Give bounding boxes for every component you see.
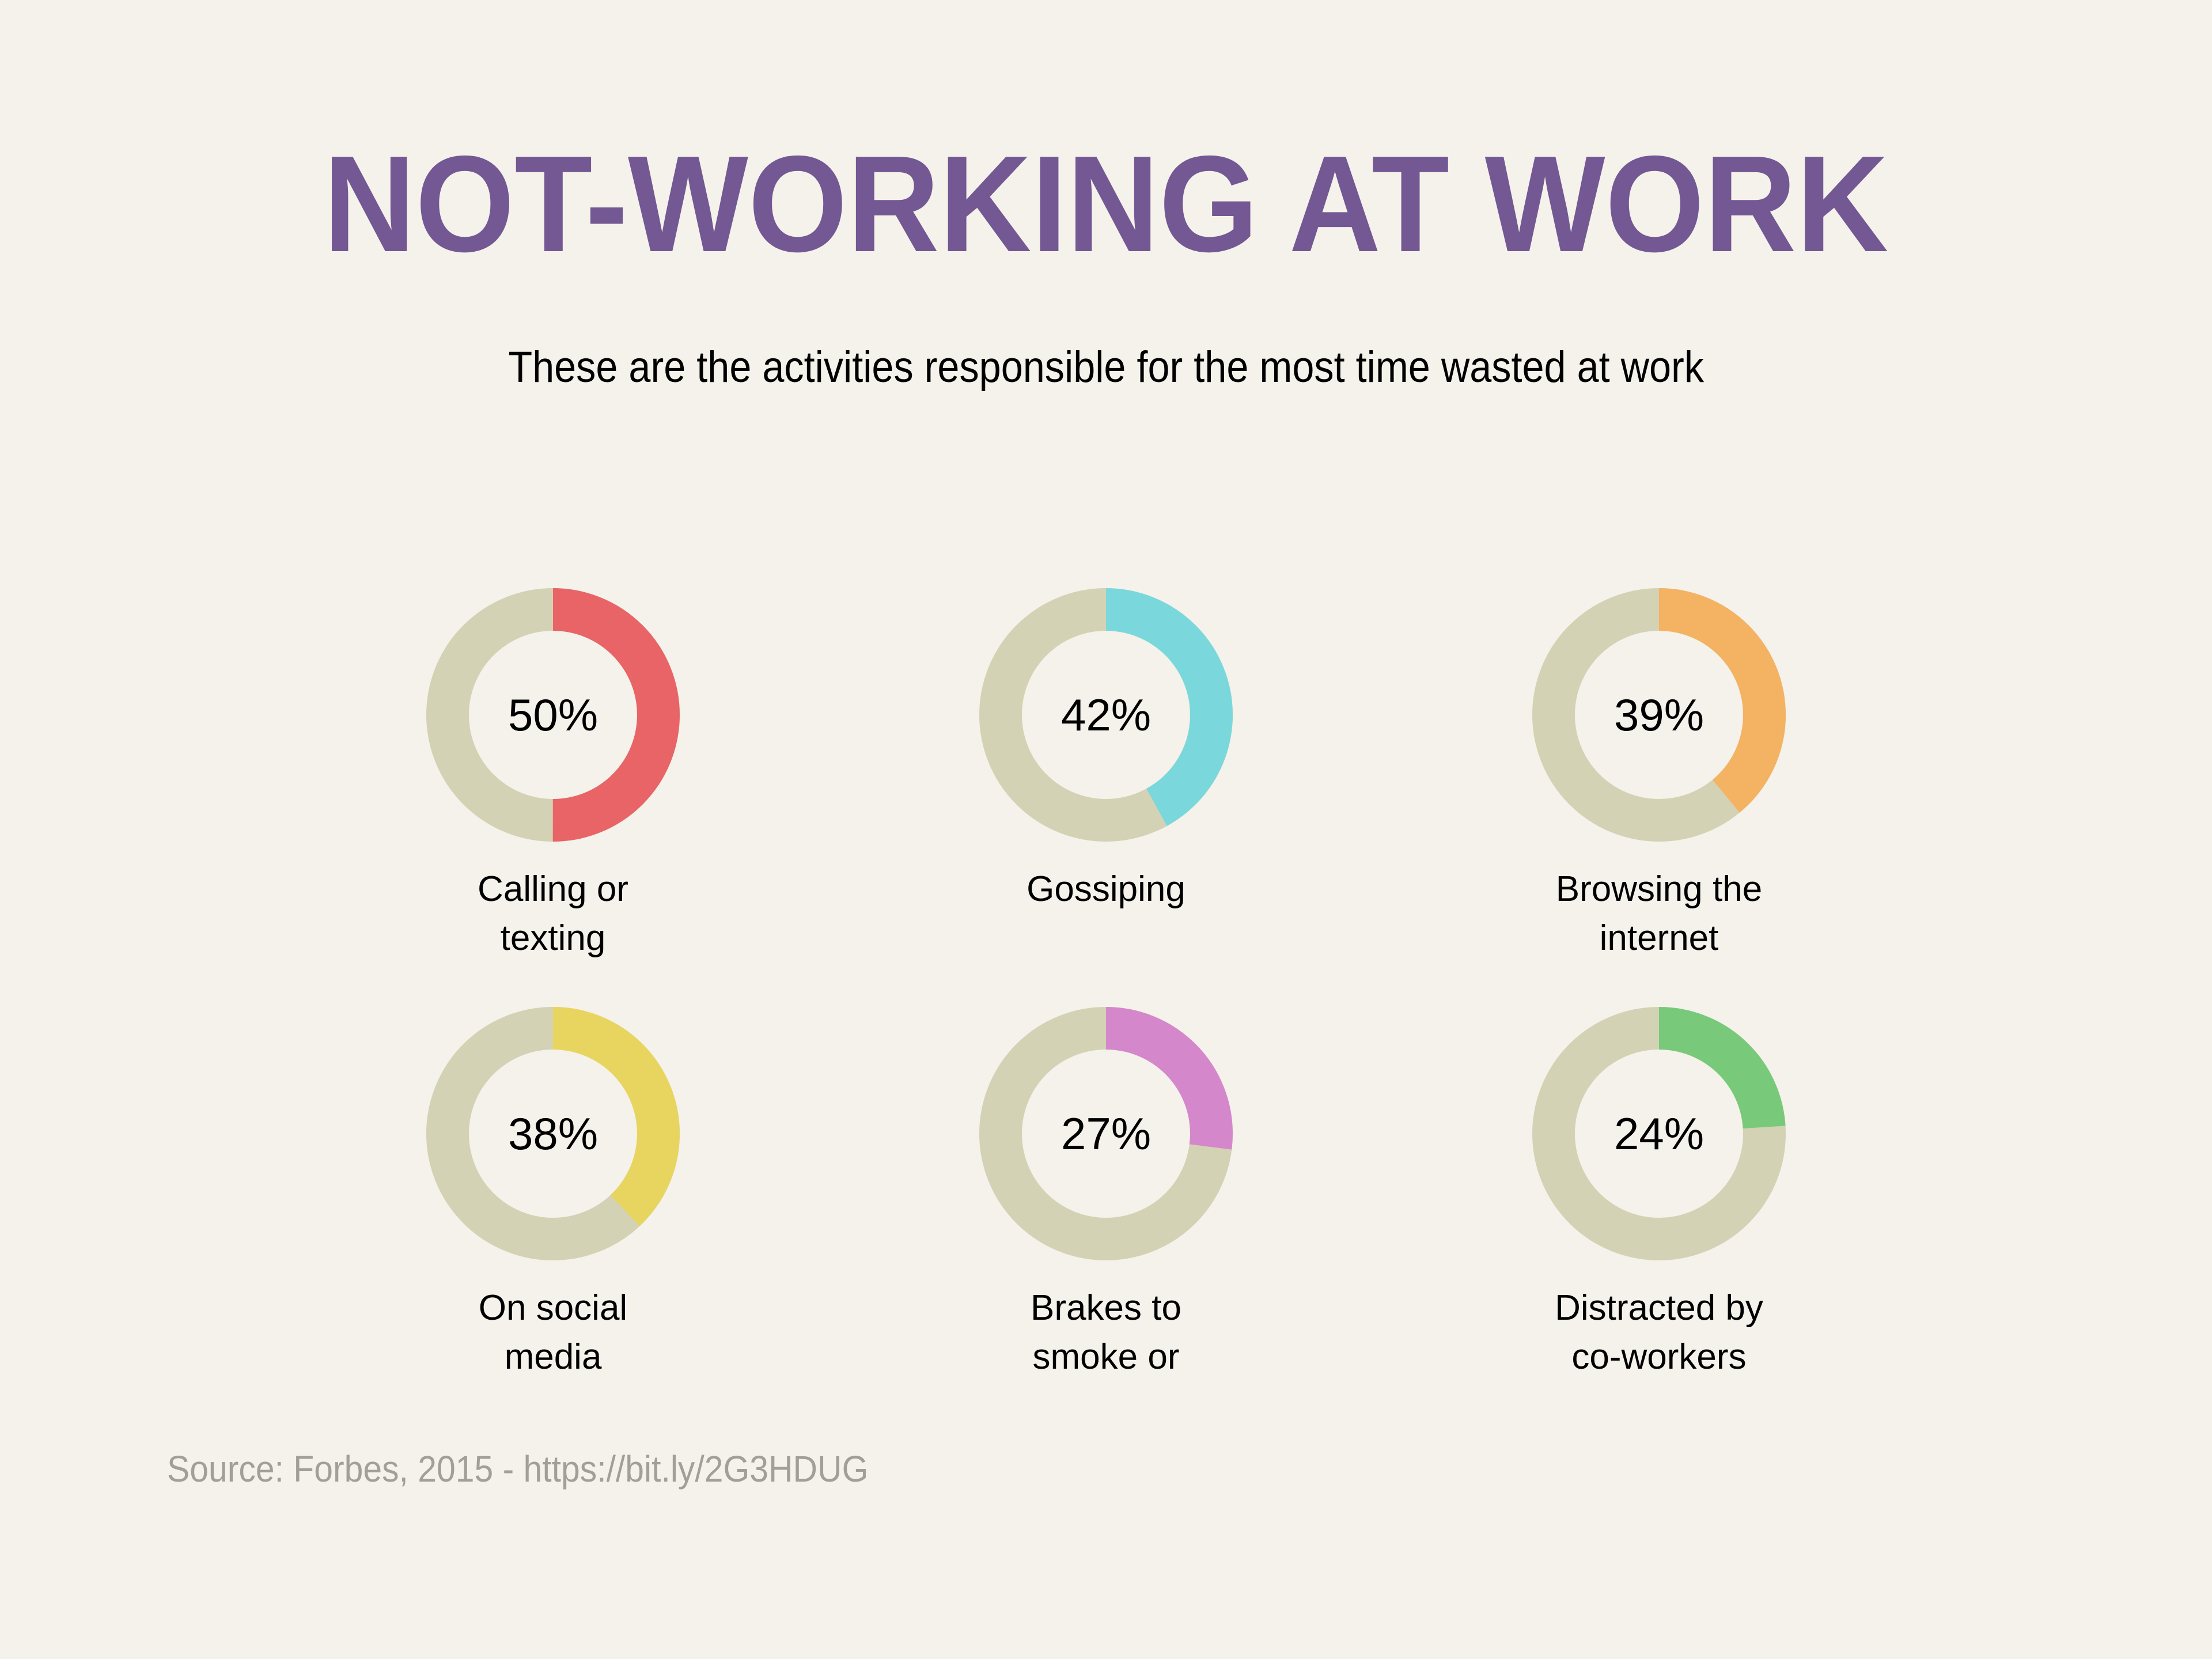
donut-card-browsing: 39% Browsing the internet [1486,588,1832,991]
label-line: texting [500,918,606,958]
percent-value: 24% [1613,1108,1705,1159]
donut-segment [979,1007,1233,1260]
category-label: On social media [380,1283,726,1381]
donut-segment [1532,588,1786,842]
percent-value: 50% [507,690,599,740]
donut-card-gossiping: 42% Gossiping [933,588,1279,991]
label-line: smoke or [1032,1337,1180,1377]
label-line: On social [478,1288,628,1328]
donut-chart [979,1007,1233,1260]
donut-card-calling: 50% Calling or texting [380,588,726,991]
label-line: Calling or [478,869,628,909]
donut-chart [979,588,1233,842]
category-label: Distracted by co-workers [1486,1283,1832,1381]
label-line: Browsing the [1555,869,1763,909]
title-text: NOT-WORKING AT WORK [323,128,1889,281]
donut-chart [1532,1007,1786,1260]
donut-card-social-media: 38% On social media [380,1007,726,1410]
category-label: Calling or texting [380,865,726,963]
label-line: co-workers [1571,1337,1747,1377]
category-label: Brakes to smoke or [933,1283,1279,1381]
label-line: media [504,1337,602,1377]
donut-segment [426,588,680,842]
donut-card-coworkers: 24% Distracted by co-workers [1486,1007,1832,1410]
category-label: Gossiping [933,865,1279,914]
page-subtitle: These are the activities responsible for… [0,346,2212,389]
label-line: Brakes to [1031,1288,1181,1328]
source-text: Source: Forbes, 2015 - https://bit.ly/2G… [167,1448,869,1490]
percent-value: 27% [1060,1108,1152,1159]
donut-chart [426,1007,680,1260]
label-line: Gossiping [1027,869,1185,909]
percent-value: 39% [1613,690,1705,740]
donut-chart [1532,588,1786,842]
donut-segment [979,588,1233,842]
label-line: internet [1599,918,1719,958]
subtitle-text: These are the activities responsible for… [508,343,1704,392]
source-citation: Source: Forbes, 2015 - https://bit.ly/2G… [167,1450,929,1487]
category-label: Browsing the internet [1486,865,1832,963]
donut-chart [426,588,680,842]
percent-value: 42% [1060,690,1152,740]
label-line: Distracted by [1555,1288,1763,1328]
donut-segment [1532,1007,1786,1260]
page-title: NOT-WORKING AT WORK [0,136,2212,273]
donut-segment [426,1007,680,1260]
percent-value: 38% [507,1108,599,1159]
donut-card-smoke-breaks: 27% Brakes to smoke or [933,1007,1279,1410]
